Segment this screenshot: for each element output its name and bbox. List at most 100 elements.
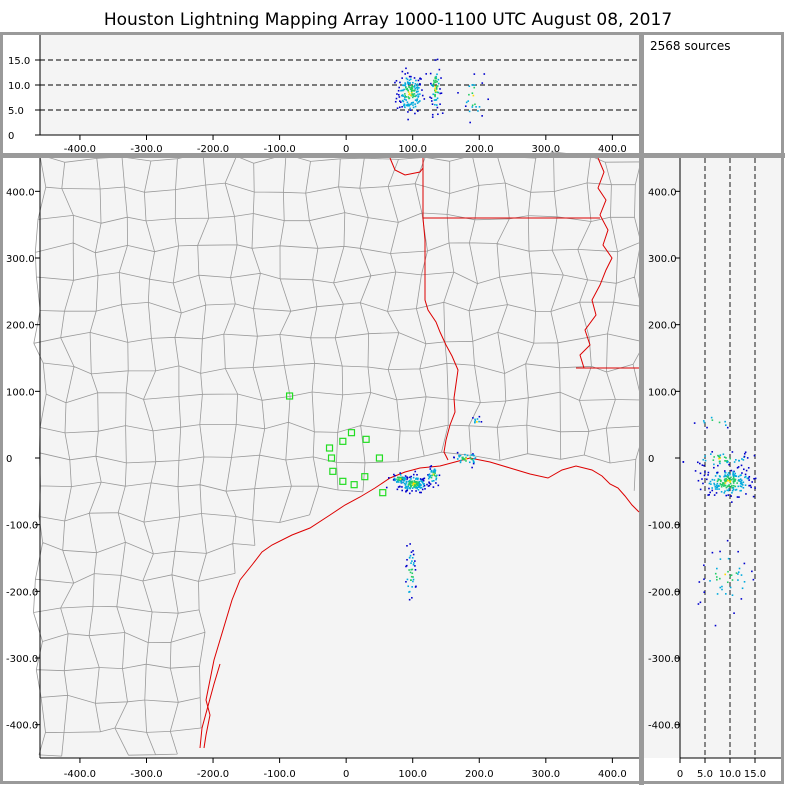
altitude-ew-source-point bbox=[394, 100, 397, 103]
altitude-ew-source-point bbox=[404, 93, 406, 95]
altitude-ew-source-point bbox=[419, 77, 422, 80]
ns-altitude-source-point bbox=[738, 567, 741, 570]
altitude-ew-source-point bbox=[404, 83, 407, 85]
tx-la-border bbox=[422, 158, 459, 461]
plan-view-source-point bbox=[410, 475, 412, 478]
ns-altitude-plot-area bbox=[644, 158, 781, 758]
altitude-ew-source-point bbox=[414, 103, 416, 105]
plan-view-source-point bbox=[426, 483, 428, 486]
altitude-ew-y-tick-label: 0 bbox=[8, 131, 14, 142]
plan-view-source-point bbox=[411, 482, 413, 484]
altitude-ew-source-point bbox=[441, 112, 444, 114]
altitude-ew-source-point bbox=[406, 101, 409, 104]
plan-view-source-point bbox=[423, 484, 426, 487]
ns-altitude-source-point bbox=[729, 575, 732, 578]
altitude-ew-source-point bbox=[437, 91, 440, 94]
ns-altitude-source-point bbox=[740, 489, 742, 492]
ns-altitude-source-point bbox=[746, 457, 749, 459]
altitude-ew-source-point bbox=[440, 92, 443, 94]
ns-altitude-source-point bbox=[727, 489, 730, 492]
plan-view-source-point bbox=[402, 476, 405, 479]
altitude-ew-source-point bbox=[401, 94, 404, 96]
ns-altitude-source-point bbox=[730, 485, 732, 488]
plan-view-source-point bbox=[399, 485, 401, 488]
plan-view-source-point bbox=[400, 480, 402, 483]
plan-view-source-point bbox=[415, 480, 417, 483]
plan-view-source-point bbox=[411, 568, 414, 571]
plan-view-source-point bbox=[473, 461, 475, 464]
altitude-ew-source-point bbox=[404, 73, 407, 75]
ns-altitude-source-point bbox=[716, 472, 718, 475]
altitude-ew-x-tick-label: -300.0 bbox=[130, 144, 162, 155]
plan-view-source-point bbox=[474, 421, 476, 423]
altitude-ew-source-point bbox=[474, 103, 476, 106]
ns-altitude-source-point bbox=[724, 480, 727, 483]
plan-view-source-point bbox=[407, 480, 410, 483]
ns-altitude-source-point bbox=[724, 471, 727, 474]
altitude-ew-source-point bbox=[435, 86, 438, 88]
ns-altitude-source-point bbox=[712, 459, 715, 461]
ns-altitude-source-point bbox=[740, 482, 743, 485]
plan-view-source-point bbox=[402, 478, 405, 481]
plan-view-source-point bbox=[434, 472, 436, 474]
plan-view-source-point bbox=[399, 476, 401, 479]
plan-view-y-tick-label: -300.0 bbox=[6, 654, 38, 665]
plan-view-source-point bbox=[456, 451, 459, 454]
altitude-ew-source-point bbox=[404, 96, 406, 98]
plan-view-source-point bbox=[398, 478, 400, 481]
ns-altitude-source-point bbox=[703, 564, 705, 567]
altitude-ew-source-point bbox=[412, 94, 414, 96]
plan-view-source-point bbox=[458, 455, 461, 458]
ns-altitude-source-point bbox=[731, 489, 734, 492]
altitude-ew-source-point bbox=[414, 112, 416, 115]
altitude-ew-source-point bbox=[471, 106, 474, 108]
plan-view-source-point bbox=[413, 480, 416, 482]
ns-altitude-source-point bbox=[724, 459, 726, 462]
ns-altitude-source-point bbox=[727, 472, 730, 474]
plan-view-y-tick-label: -100.0 bbox=[6, 521, 38, 532]
ns-altitude-source-point bbox=[709, 491, 711, 494]
altitude-ew-source-point bbox=[398, 100, 401, 102]
altitude-ew-source-point bbox=[431, 113, 434, 116]
plan-view-source-point bbox=[417, 481, 420, 484]
plan-view-source-point bbox=[432, 486, 435, 488]
ns-altitude-source-point bbox=[711, 419, 714, 421]
altitude-ew-source-point bbox=[431, 116, 434, 118]
ns-altitude-source-point bbox=[723, 456, 726, 458]
plan-view-source-point bbox=[412, 563, 415, 566]
ns-altitude-source-point bbox=[719, 558, 722, 560]
plan-view-source-point bbox=[471, 466, 473, 469]
altitude-ew-source-point bbox=[416, 102, 419, 104]
ns-altitude-source-point bbox=[732, 488, 735, 491]
ns-altitude-source-point bbox=[719, 550, 721, 553]
ns-altitude-source-point bbox=[724, 484, 727, 487]
altitude-ew-source-point bbox=[465, 101, 468, 104]
altitude-ew-source-point bbox=[416, 98, 419, 100]
altitude-ew-source-point bbox=[440, 77, 442, 79]
altitude-ew-source-point bbox=[413, 93, 416, 95]
ns-altitude-source-point bbox=[725, 474, 727, 477]
plan-view-source-point bbox=[411, 560, 413, 562]
ns-altitude-source-point bbox=[706, 478, 708, 481]
altitude-ew-source-point bbox=[410, 102, 413, 104]
altitude-ew-y-tick-label: 15.0 bbox=[8, 56, 30, 67]
altitude-ew-source-point bbox=[435, 75, 437, 78]
plan-view-source-point bbox=[423, 483, 425, 485]
ns-altitude-source-point bbox=[723, 470, 726, 472]
ns-altitude-source-point bbox=[725, 478, 728, 480]
altitude-ew-source-point bbox=[410, 91, 413, 94]
ns-altitude-source-point bbox=[704, 459, 707, 462]
plan-view-source-point bbox=[405, 580, 407, 583]
ns-altitude-source-point bbox=[724, 482, 727, 484]
altitude-ew-source-point bbox=[401, 106, 403, 108]
ns-altitude-y-tick-label: 0 bbox=[648, 454, 654, 465]
ns-altitude-source-point bbox=[739, 485, 742, 487]
plan-view-ticks: -400.0 -300.0 -200.0 -100.0 0 100.0 200.0 300.0… bbox=[6, 187, 627, 780]
altitude-ew-source-point bbox=[434, 89, 436, 92]
ns-altitude-source-point bbox=[726, 489, 729, 492]
ns-altitude-source-point bbox=[719, 462, 721, 465]
altitude-ew-source-point bbox=[416, 86, 419, 89]
plan-view-source-point bbox=[401, 478, 404, 481]
plan-view-source-point bbox=[401, 486, 403, 488]
plan-view-source-point bbox=[392, 479, 395, 481]
